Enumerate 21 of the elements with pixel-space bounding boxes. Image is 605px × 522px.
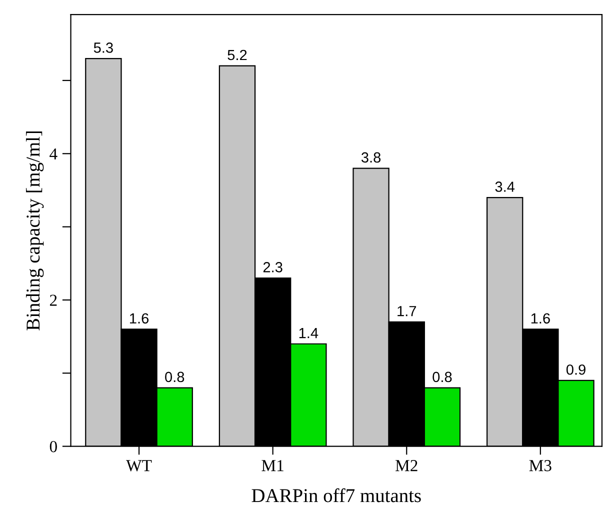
y-tick-label: 4 bbox=[50, 148, 58, 160]
data-label: 1.6 bbox=[130, 313, 149, 324]
data-label: 2.3 bbox=[263, 262, 282, 272]
x-tick-label: WT bbox=[126, 460, 152, 472]
data-label: 3.4 bbox=[495, 182, 515, 192]
y-tick-label: 2 bbox=[50, 294, 57, 306]
data-label: 1.4 bbox=[299, 328, 318, 338]
data-label: 3.8 bbox=[361, 152, 381, 163]
data-label: 1.6 bbox=[531, 313, 550, 324]
x-tick-label: M2 bbox=[396, 460, 418, 472]
data-label: 0.9 bbox=[566, 364, 586, 375]
data-label: 5.2 bbox=[228, 50, 247, 60]
x-tick-label: M1 bbox=[262, 460, 284, 472]
data-label: 0.8 bbox=[165, 372, 184, 382]
data-label: 5.3 bbox=[94, 42, 113, 53]
x-tick-label: M3 bbox=[529, 460, 552, 472]
x-axis-title: DARPin off7 mutants bbox=[252, 488, 421, 502]
y-axis-title: Binding capacity [mg/ml] bbox=[26, 131, 44, 330]
data-label: 1.7 bbox=[398, 306, 416, 316]
data-label: 0.8 bbox=[432, 372, 452, 382]
y-tick-label: 0 bbox=[50, 441, 57, 452]
